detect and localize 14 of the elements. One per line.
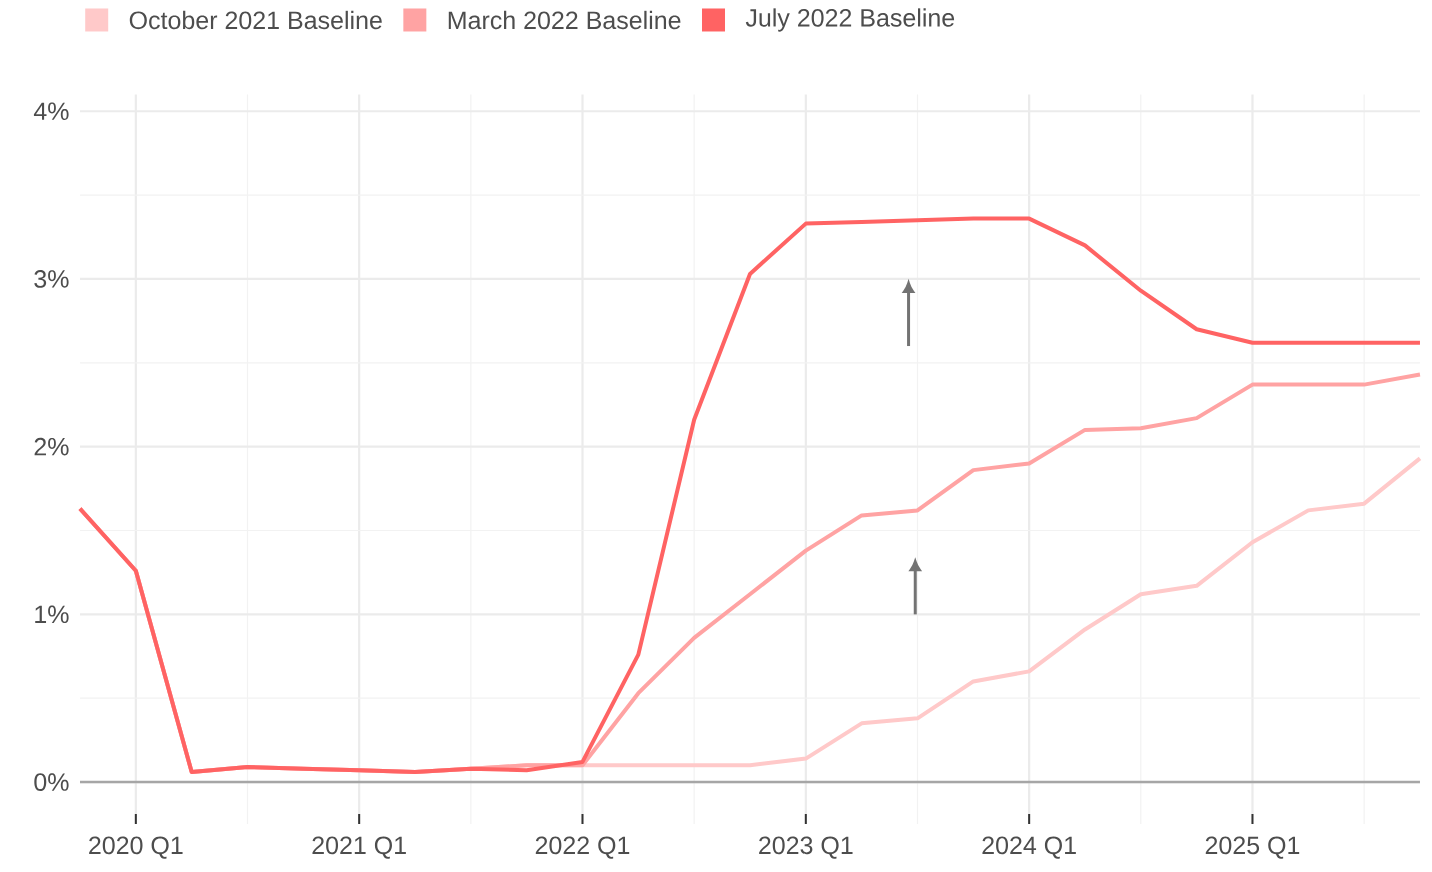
x-tick-label: 2023 Q1	[759, 836, 853, 859]
y-tick-label: 2%	[34, 437, 69, 456]
y-tick-label: 1%	[35, 605, 69, 624]
x-tick-label: 2022 Q1	[535, 836, 630, 859]
y-tick-label: 0%	[34, 773, 69, 791]
x-tick-label: 2025 Q1	[1205, 836, 1300, 859]
x-tick-label: 2021 Q1	[312, 836, 406, 859]
legend-label: July 2022 Baseline	[745, 8, 955, 32]
y-tick-label: 4%	[33, 102, 69, 120]
x-tick-label: 2024 Q1	[982, 836, 1076, 859]
y-tick-label: 3%	[34, 270, 69, 288]
legend-label: March 2022 Baseline	[448, 10, 681, 30]
x-tick-label: 2020 Q1	[89, 836, 183, 859]
legend-label: October 2021 Baseline	[129, 10, 382, 30]
